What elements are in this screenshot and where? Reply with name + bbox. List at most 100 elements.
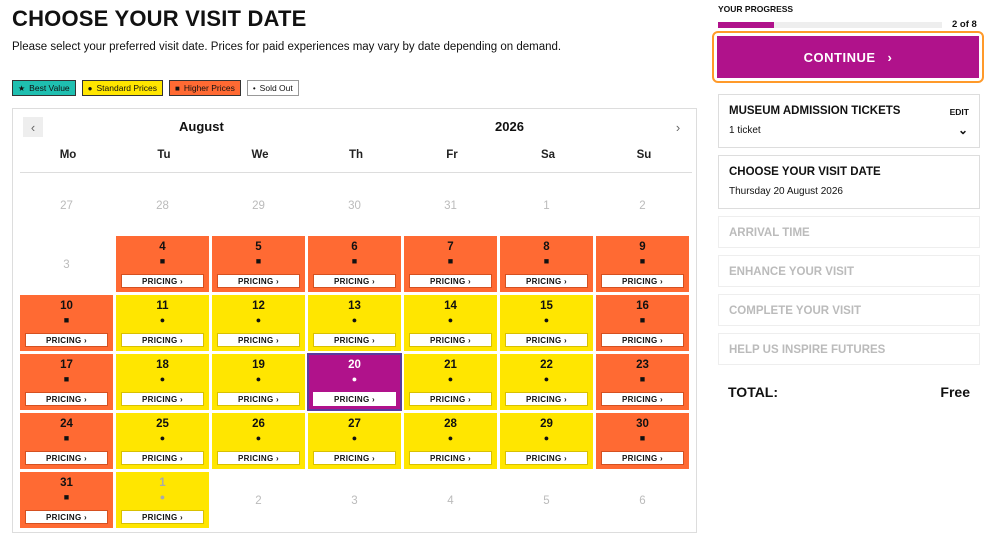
progress-fill <box>718 22 774 28</box>
pricing-button[interactable]: PRICING › <box>121 392 204 406</box>
weekday-label: Sa <box>540 149 556 161</box>
pricing-button[interactable]: PRICING › <box>217 451 300 465</box>
next-month-button[interactable]: › <box>668 117 688 137</box>
calendar-day[interactable]: 6 ■ PRICING › <box>308 236 401 292</box>
weekday-label: Su <box>636 149 652 161</box>
step-inspire-futures: HELP US INSPIRE FUTURES <box>718 333 980 365</box>
pricing-button[interactable]: PRICING › <box>409 274 492 288</box>
day-number: 13 <box>348 300 361 312</box>
pricing-button[interactable]: PRICING › <box>409 451 492 465</box>
pricing-button[interactable]: PRICING › <box>505 392 588 406</box>
day-number: 10 <box>60 300 73 312</box>
continue-button[interactable]: CONTINUE › <box>717 36 979 78</box>
square-icon: ■ <box>63 433 70 443</box>
calendar-day[interactable]: 21 ● PRICING › <box>404 354 497 410</box>
calendar-day[interactable]: 16 ■ PRICING › <box>596 295 689 351</box>
pricing-button[interactable]: PRICING › <box>121 274 204 288</box>
step-enhance-visit: ENHANCE YOUR VISIT <box>718 255 980 287</box>
calendar-day[interactable]: 24 ■ PRICING › <box>20 413 113 469</box>
pricing-button[interactable]: PRICING › <box>217 333 300 347</box>
calendar-day[interactable]: 28 ● PRICING › <box>404 413 497 469</box>
pricing-button[interactable]: PRICING › <box>505 274 588 288</box>
pricing-button[interactable]: PRICING › <box>505 451 588 465</box>
pricing-button[interactable]: PRICING › <box>601 451 684 465</box>
day-number: 3 <box>351 495 358 507</box>
calendar-day[interactable]: 23 ■ PRICING › <box>596 354 689 410</box>
edit-link[interactable]: EDIT <box>949 107 969 117</box>
pricing-button[interactable]: PRICING › <box>601 274 684 288</box>
pricing-button[interactable]: PRICING › <box>25 392 108 406</box>
day-number: 5 <box>255 241 262 253</box>
prev-month-button[interactable]: ‹ <box>23 117 43 137</box>
calendar-day[interactable]: 27 ● PRICING › <box>308 413 401 469</box>
continue-label: CONTINUE <box>803 49 876 65</box>
calendar-day[interactable]: 30 ■ PRICING › <box>596 413 689 469</box>
calendar-day[interactable]: 11 ● PRICING › <box>116 295 209 351</box>
calendar-day[interactable]: 13 ● PRICING › <box>308 295 401 351</box>
weekday-label: We <box>251 149 269 161</box>
calendar-day[interactable]: 22 ● PRICING › <box>500 354 593 410</box>
pricing-button[interactable]: PRICING › <box>25 451 108 465</box>
chevron-right-icon: › <box>887 49 893 65</box>
weekday-label: Th <box>348 149 364 161</box>
calendar-day[interactable]: 14 ● PRICING › <box>404 295 497 351</box>
pricing-button[interactable]: PRICING › <box>121 333 204 347</box>
day-number: 9 <box>639 241 646 253</box>
calendar-day[interactable]: 5 ■ PRICING › <box>212 236 305 292</box>
square-icon: ■ <box>351 256 358 266</box>
calendar-day[interactable]: 7 ■ PRICING › <box>404 236 497 292</box>
calendar-day[interactable]: 19 ● PRICING › <box>212 354 305 410</box>
day-grid: 27 28 29 30 31 1 2 3 4 ■ PRICING › 5 ■ PRICING › 6 ■ PRI… <box>20 177 692 528</box>
day-number: 8 <box>543 241 550 253</box>
calendar-day[interactable]: 10 ■ PRICING › <box>20 295 113 351</box>
pricing-button[interactable]: PRICING › <box>313 333 396 347</box>
calendar-day[interactable]: 29 ● PRICING › <box>500 413 593 469</box>
calendar-day-selected[interactable]: 20 ● PRICING › <box>307 353 402 411</box>
circle-icon: ● <box>543 315 550 325</box>
calendar-day[interactable]: 12 ● PRICING › <box>212 295 305 351</box>
day-number: 31 <box>60 477 73 489</box>
day-number: 21 <box>444 359 457 371</box>
step-title: HELP US INSPIRE FUTURES <box>729 344 886 356</box>
calendar-day[interactable]: 8 ■ PRICING › <box>500 236 593 292</box>
pricing-button[interactable]: PRICING › <box>409 392 492 406</box>
square-icon: ■ <box>255 256 262 266</box>
pricing-button[interactable]: PRICING › <box>505 333 588 347</box>
calendar-day[interactable]: 9 ■ PRICING › <box>596 236 689 292</box>
circle-icon: ● <box>351 315 358 325</box>
calendar-day: 28 <box>116 177 209 233</box>
circle-icon: ● <box>447 315 454 325</box>
calendar: ‹ August 2026 › Mo Tu We Th Fr Sa Su 27 2… <box>12 108 697 533</box>
circle-icon: ● <box>255 433 262 443</box>
pricing-button[interactable]: PRICING › <box>313 451 396 465</box>
calendar-day[interactable]: 17 ■ PRICING › <box>20 354 113 410</box>
step-title: ARRIVAL TIME <box>729 227 810 239</box>
pricing-button[interactable]: PRICING › <box>313 274 396 288</box>
calendar-day[interactable]: 18 ● PRICING › <box>116 354 209 410</box>
pricing-button[interactable]: PRICING › <box>601 392 684 406</box>
calendar-day[interactable]: 26 ● PRICING › <box>212 413 305 469</box>
circle-icon: ● <box>447 374 454 384</box>
pricing-button[interactable]: PRICING › <box>217 274 300 288</box>
day-number: 6 <box>639 495 646 507</box>
pricing-button[interactable]: PRICING › <box>217 392 300 406</box>
calendar-day[interactable]: 25 ● PRICING › <box>116 413 209 469</box>
month-label: August <box>179 119 224 134</box>
day-number: 17 <box>60 359 73 371</box>
calendar-day[interactable]: 1 ● PRICING › <box>116 472 209 528</box>
pricing-button[interactable]: PRICING › <box>25 510 108 524</box>
total-label: TOTAL: <box>728 384 779 400</box>
calendar-day[interactable]: 15 ● PRICING › <box>500 295 593 351</box>
page-subtitle: Please select your preferred visit date.… <box>12 41 562 53</box>
pricing-button[interactable]: PRICING › <box>121 451 204 465</box>
pricing-button[interactable]: PRICING › <box>313 392 396 406</box>
chevron-down-icon[interactable]: ⌄ <box>957 123 968 137</box>
square-icon: ■ <box>639 374 646 384</box>
pricing-button[interactable]: PRICING › <box>409 333 492 347</box>
pricing-button[interactable]: PRICING › <box>601 333 684 347</box>
pricing-button[interactable]: PRICING › <box>121 510 204 524</box>
pricing-button[interactable]: PRICING › <box>25 333 108 347</box>
calendar-day[interactable]: 31 ■ PRICING › <box>20 472 113 528</box>
day-number: 28 <box>444 418 457 430</box>
calendar-day[interactable]: 4 ■ PRICING › <box>116 236 209 292</box>
